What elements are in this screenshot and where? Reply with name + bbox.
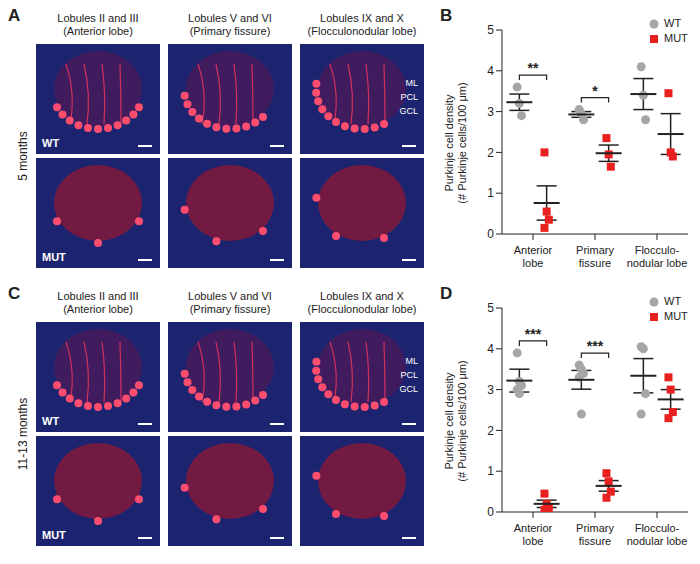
html-text:MUT: MUT bbox=[664, 32, 688, 44]
html-text:Lobules V and VI: Lobules V and VI bbox=[188, 290, 272, 302]
svg-text:PCL: PCL bbox=[400, 92, 418, 102]
svg-text:Primaryfissure: Primaryfissure bbox=[576, 244, 614, 269]
html-text:B: B bbox=[440, 6, 453, 25]
svg-text:Purkinje cell density(# Purkin: Purkinje cell density(# Purkinje cells/1… bbox=[443, 360, 468, 481]
svg-text:5: 5 bbox=[487, 301, 494, 315]
html-text:A: A bbox=[8, 6, 21, 25]
svg-text:5: 5 bbox=[487, 23, 494, 37]
html-text:(Flocculonodular lobe): (Flocculonodular lobe) bbox=[307, 25, 417, 37]
html-text:WT: WT bbox=[664, 17, 682, 29]
svg-text:WT: WT bbox=[42, 137, 59, 149]
html-text:D: D bbox=[440, 284, 453, 303]
svg-text:MUT: MUT bbox=[42, 251, 66, 263]
html-text:(Anterior lobe): (Anterior lobe) bbox=[63, 25, 133, 37]
html-text:Lobules IX and X: Lobules IX and X bbox=[320, 12, 404, 24]
svg-text:2: 2 bbox=[487, 424, 494, 438]
svg-text:1: 1 bbox=[487, 186, 494, 200]
svg-text:ML: ML bbox=[405, 78, 418, 88]
svg-text:***: *** bbox=[587, 338, 604, 354]
svg-text:0: 0 bbox=[487, 505, 494, 519]
svg-text:Anteriorlobe: Anteriorlobe bbox=[514, 522, 553, 547]
svg-text:*: * bbox=[592, 83, 598, 99]
svg-text:**: ** bbox=[528, 60, 539, 76]
svg-text:Flocculo-nodular lobe: Flocculo-nodular lobe bbox=[627, 522, 688, 547]
html-text:Lobules IX and X: Lobules IX and X bbox=[320, 290, 404, 302]
svg-text:MUT: MUT bbox=[42, 529, 66, 541]
svg-text:5 months: 5 months bbox=[16, 131, 30, 180]
html-text:(Flocculonodular lobe): (Flocculonodular lobe) bbox=[307, 303, 417, 315]
svg-text:PCL: PCL bbox=[400, 370, 418, 380]
html-text:(Anterior lobe): (Anterior lobe) bbox=[63, 303, 133, 315]
svg-text:ML: ML bbox=[405, 356, 418, 366]
svg-text:WT: WT bbox=[42, 415, 59, 427]
svg-text:Flocculo-nodular lobe: Flocculo-nodular lobe bbox=[627, 244, 688, 269]
html-text:MUT: MUT bbox=[664, 310, 688, 322]
svg-text:Primaryfissure: Primaryfissure bbox=[576, 522, 614, 547]
svg-text:0: 0 bbox=[487, 227, 494, 241]
svg-text:4: 4 bbox=[487, 64, 494, 78]
svg-text:4: 4 bbox=[487, 342, 494, 356]
svg-text:3: 3 bbox=[487, 105, 494, 119]
svg-text:Purkinje cell density(# Purkin: Purkinje cell density(# Purkinje cells/1… bbox=[443, 82, 468, 203]
svg-text:Anteriorlobe: Anteriorlobe bbox=[514, 244, 553, 269]
svg-text:GCL: GCL bbox=[399, 106, 418, 116]
html-text:C: C bbox=[8, 284, 21, 303]
html-text:Lobules II and III: Lobules II and III bbox=[57, 290, 139, 302]
html-text:Lobules V and VI: Lobules V and VI bbox=[188, 12, 272, 24]
svg-text:1: 1 bbox=[487, 464, 494, 478]
svg-text:3: 3 bbox=[487, 383, 494, 397]
html-text:Lobules II and III: Lobules II and III bbox=[57, 12, 139, 24]
svg-text:2: 2 bbox=[487, 146, 494, 160]
svg-text:GCL: GCL bbox=[399, 384, 418, 394]
html-text:(Primary fissure): (Primary fissure) bbox=[189, 303, 271, 315]
svg-text:***: *** bbox=[525, 326, 542, 342]
html-text:WT: WT bbox=[664, 295, 682, 307]
html-text:(Primary fissure): (Primary fissure) bbox=[189, 25, 271, 37]
svg-text:11-13 months: 11-13 months bbox=[16, 398, 30, 471]
